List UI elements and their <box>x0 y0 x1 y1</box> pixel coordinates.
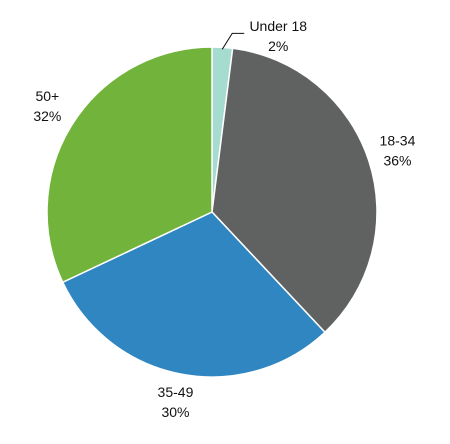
slice-label: Under 18 <box>249 18 307 34</box>
pie-slice <box>46 46 213 284</box>
slice-label: 50+ <box>35 88 59 104</box>
slice-label: 35-49 <box>158 384 194 400</box>
pie-slice <box>61 211 327 378</box>
leader-line <box>221 32 245 50</box>
slice-value-label: 36% <box>383 152 411 168</box>
slice-value-label: 2% <box>268 38 288 54</box>
pie-slice <box>211 47 378 334</box>
slice-value-label: 30% <box>161 404 189 420</box>
slice-value-label: 32% <box>33 108 61 124</box>
slice-label: 18-34 <box>380 132 416 148</box>
